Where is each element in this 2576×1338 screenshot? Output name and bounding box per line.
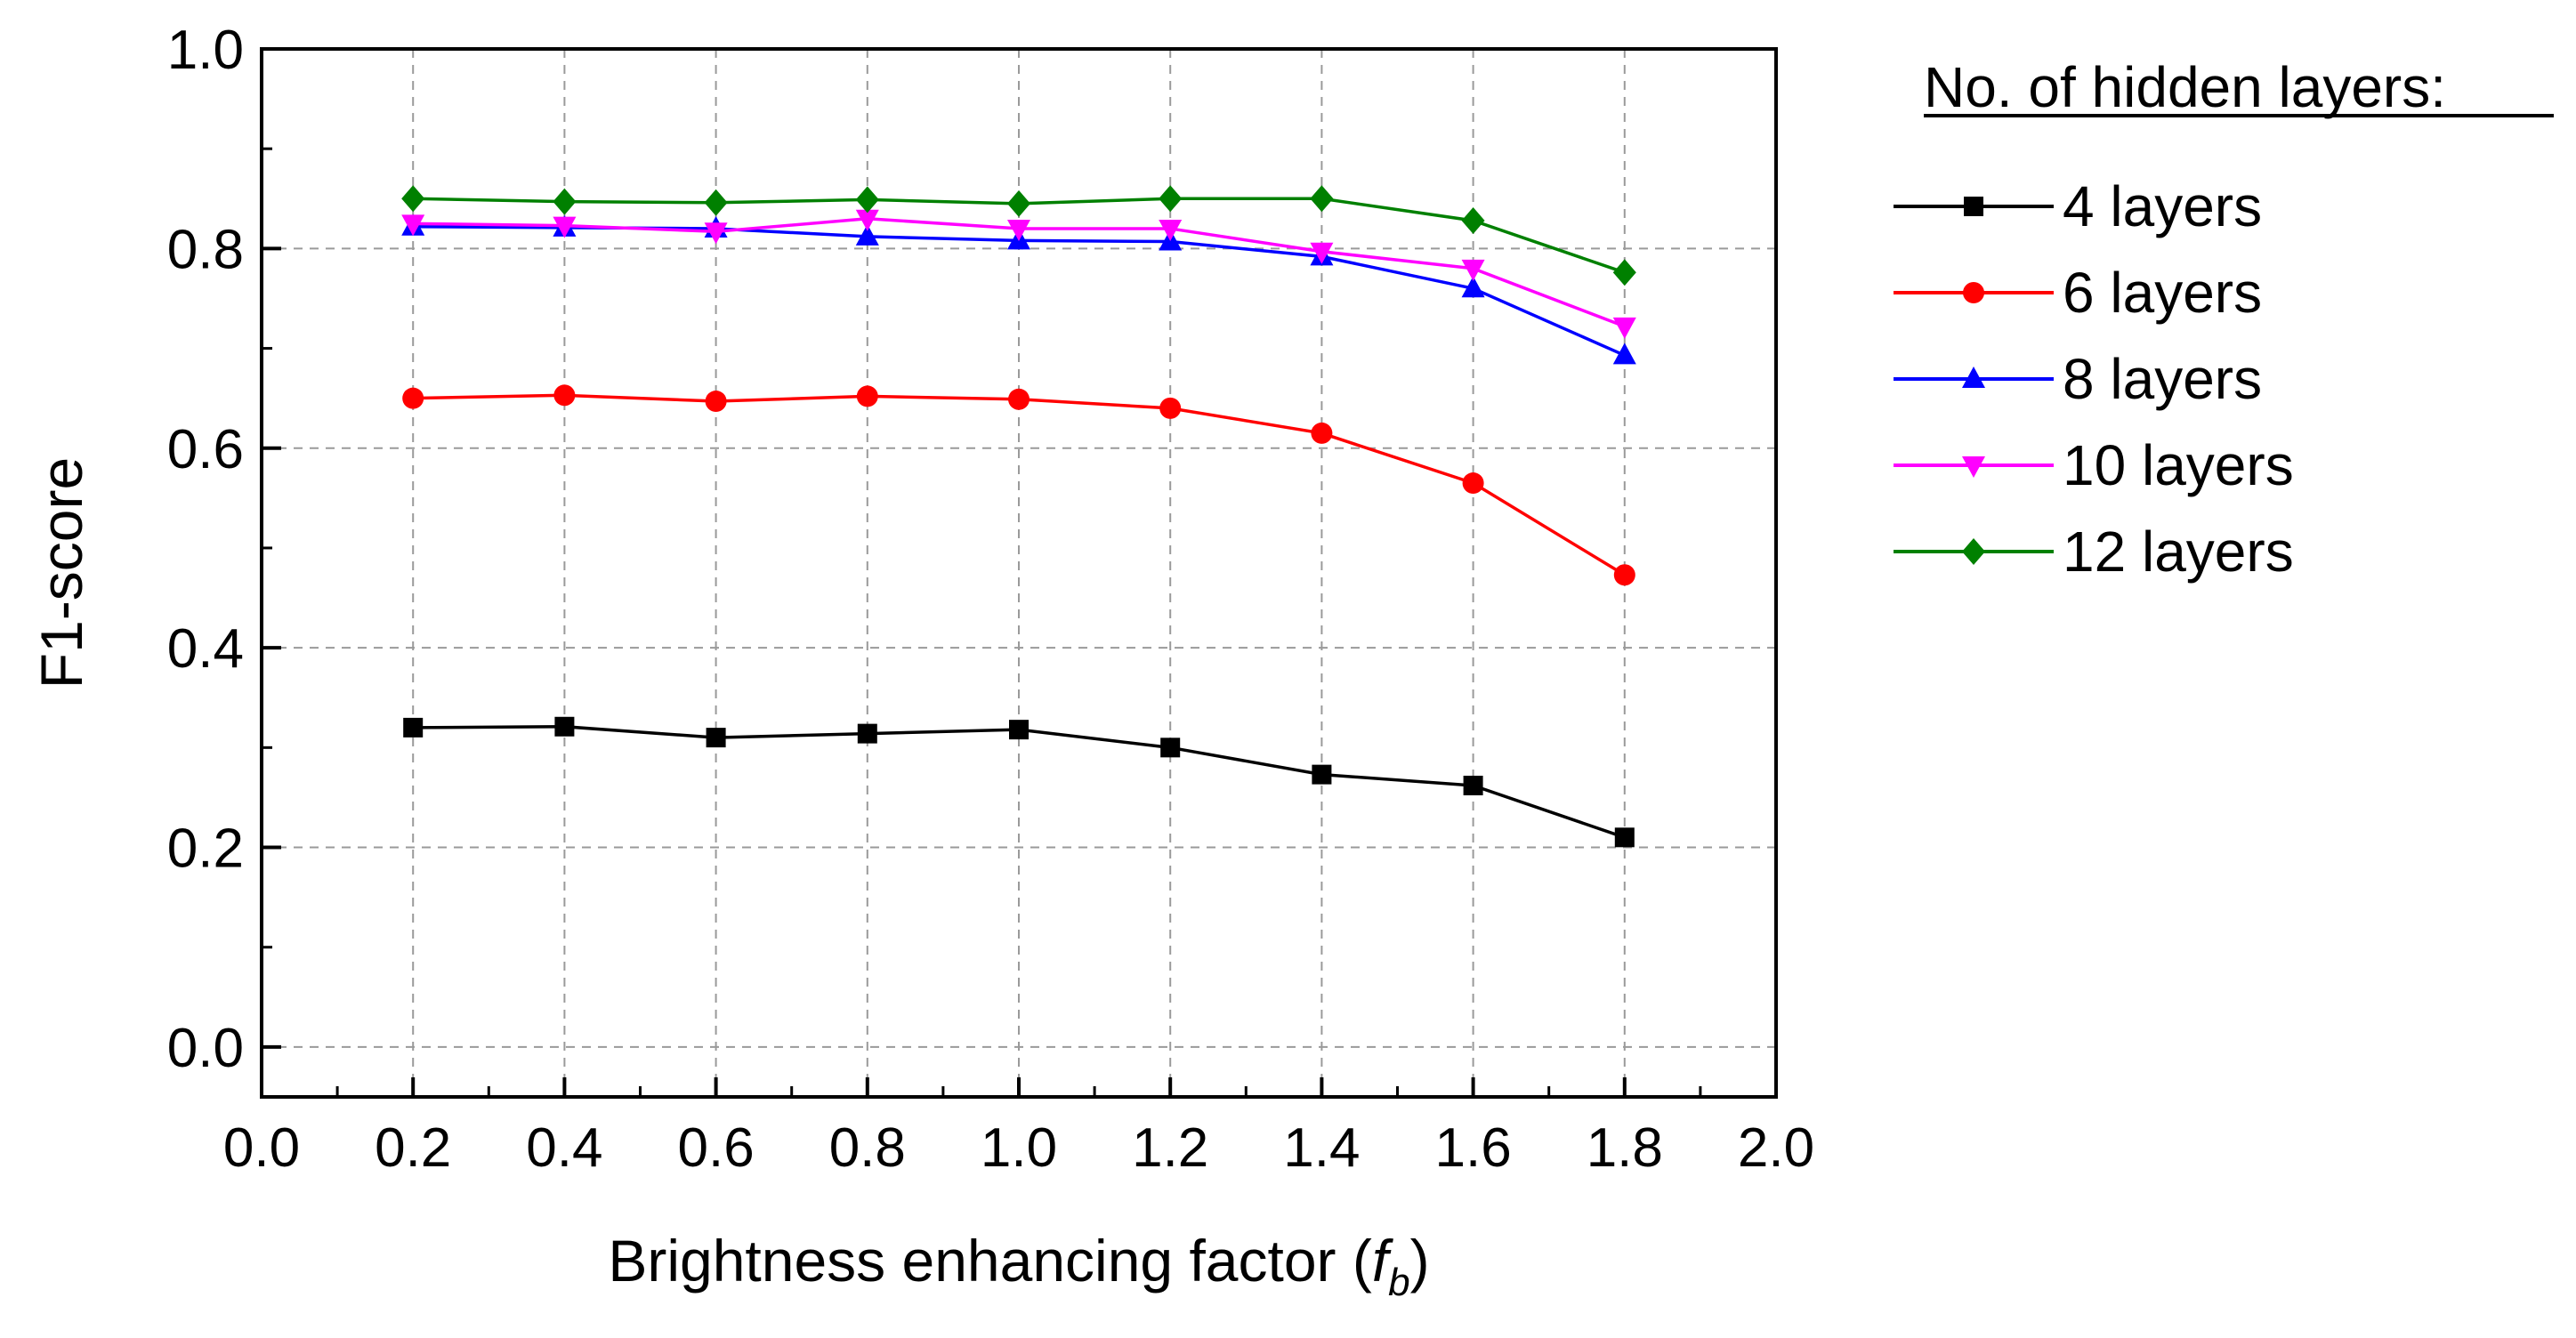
x-tick-label: 2.0 (1738, 1117, 1814, 1179)
y-axis-title: F1-score (28, 457, 94, 689)
data-point (1612, 343, 1636, 365)
data-point (1614, 827, 1635, 848)
legend-label: 4 layers (2063, 174, 2262, 238)
data-point (855, 223, 879, 246)
data-point (706, 728, 726, 748)
y-tick-label: 0.0 (167, 1018, 244, 1079)
series-10-layers (401, 209, 1636, 339)
legend-entry: 12 layers (1894, 520, 2294, 584)
data-point (403, 717, 424, 738)
series-6-layers (402, 384, 1635, 586)
legend-label: 8 layers (2063, 347, 2262, 411)
x-tick-label: 0.8 (829, 1117, 906, 1179)
legend-entry: 8 layers (1894, 347, 2262, 411)
data-point (1461, 276, 1485, 298)
data-point (855, 209, 879, 231)
x-tick-label: 1.8 (1587, 1117, 1663, 1179)
legend-swatch-marker (1962, 456, 1985, 478)
data-point (553, 384, 576, 407)
data-point (1007, 189, 1030, 217)
data-point (1612, 317, 1636, 339)
data-point (856, 385, 878, 407)
legend-entry: 6 layers (1894, 261, 2262, 325)
data-point (1009, 720, 1029, 740)
data-point (1008, 388, 1030, 410)
x-axis-title-text: Brightness enhancing factor ( (608, 1228, 1372, 1294)
legend-swatch-marker (1963, 282, 1984, 303)
data-point (704, 222, 728, 245)
x-tick-label: 1.6 (1434, 1117, 1511, 1179)
x-tick-label: 1.0 (981, 1117, 1057, 1179)
y-tick-label: 0.2 (167, 818, 244, 880)
data-point (1160, 738, 1181, 758)
data-point (401, 214, 425, 237)
legend-swatch-marker (1962, 367, 1985, 388)
data-point (553, 216, 577, 238)
data-point (1463, 775, 1483, 795)
x-tick-label: 0.4 (526, 1117, 602, 1179)
series-12-layers (401, 185, 1636, 286)
x-tick-label: 0.2 (375, 1117, 451, 1179)
y-tick-label: 1.0 (167, 20, 244, 81)
data-point (704, 189, 728, 216)
data-point (401, 185, 425, 213)
data-point (857, 723, 877, 744)
data-point (1613, 564, 1635, 586)
data-point (1462, 472, 1484, 495)
data-point (1310, 185, 1334, 213)
legend-swatch-marker (1964, 197, 1983, 216)
x-axis-title: Brightness enhancing factor (fb) (608, 1228, 1429, 1304)
data-point (1612, 259, 1636, 286)
data-point (1159, 219, 1183, 241)
data-point (1311, 422, 1333, 444)
legend-swatch-marker (1962, 538, 1985, 565)
legend-entry: 4 layers (1894, 174, 2262, 238)
legend-title: No. of hidden layers: (1924, 55, 2446, 119)
legend-label: 10 layers (2063, 433, 2294, 497)
data-point (554, 716, 575, 737)
x-tick-label: 0.0 (223, 1117, 300, 1179)
legend-entry: 10 layers (1894, 433, 2294, 497)
data-point (1461, 259, 1485, 281)
data-point (1159, 397, 1182, 419)
axis-ticks: 0.0 0.2 0.4 0.6 0.8 1.0 1.2 1.4 1.6 1.8 2.0 0.0 0.2 0… (167, 20, 1814, 1179)
series-4-layers (403, 716, 1635, 848)
series-group (401, 185, 1636, 848)
x-tick-label: 0.6 (677, 1117, 754, 1179)
x-tick-label: 1.2 (1132, 1117, 1208, 1179)
legend-label: 6 layers (2063, 261, 2262, 325)
data-point (553, 188, 577, 215)
data-point (1159, 185, 1183, 213)
legend-label: 12 layers (2063, 520, 2294, 584)
data-point (1007, 219, 1030, 241)
x-tick-label: 1.4 (1283, 1117, 1360, 1179)
data-point (705, 391, 727, 413)
data-point (1461, 206, 1485, 234)
data-point (1310, 242, 1334, 264)
data-point (1312, 764, 1332, 785)
x-axis-title-subscript: b (1388, 1261, 1409, 1304)
y-tick-label: 0.8 (167, 219, 244, 280)
data-point (402, 387, 424, 409)
data-point (855, 186, 879, 214)
y-tick-label: 0.4 (167, 618, 244, 680)
x-axis-title-close: ) (1410, 1228, 1430, 1294)
legend: No. of hidden layers: 4 layers 6 layers 8 … (1894, 55, 2554, 584)
y-tick-label: 0.6 (167, 419, 244, 480)
